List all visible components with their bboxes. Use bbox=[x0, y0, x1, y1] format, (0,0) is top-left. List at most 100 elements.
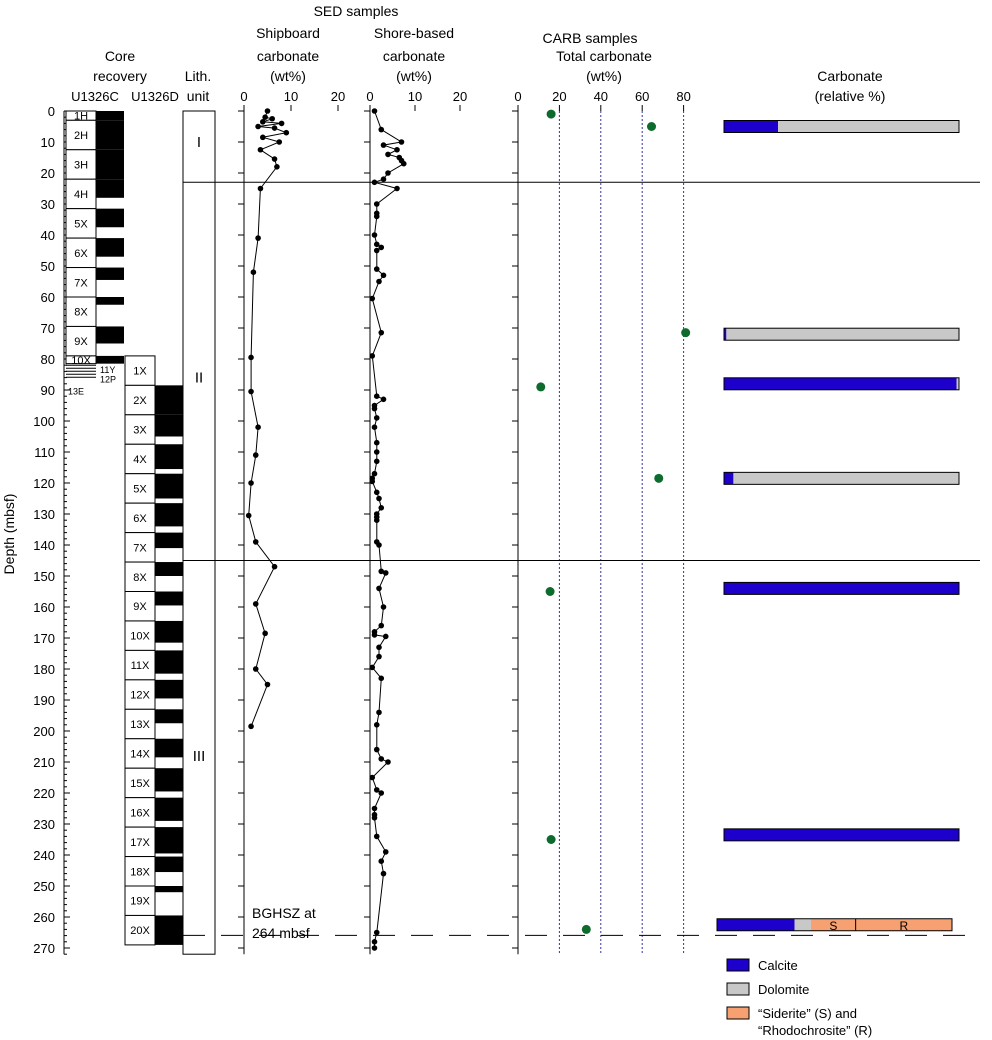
legend-label-siderite_rhodo: “Rhodochrosite” (R) bbox=[758, 1023, 872, 1038]
shore-point bbox=[373, 517, 380, 523]
depth-tick-label: 100 bbox=[33, 414, 55, 429]
calcite-segment bbox=[724, 828, 959, 841]
depth-axis-label: Depth (mbsf) bbox=[1, 494, 17, 575]
legend-swatch-calcite bbox=[726, 958, 750, 972]
recovery-bar bbox=[96, 149, 124, 180]
shore-point bbox=[378, 675, 385, 682]
core-label: 11X bbox=[131, 660, 150, 672]
shore-point bbox=[400, 160, 407, 167]
shore-point bbox=[369, 295, 376, 302]
core-box bbox=[124, 384, 156, 416]
depth-tick-label: 240 bbox=[33, 848, 55, 863]
core-label: 4X bbox=[133, 454, 147, 466]
core-box bbox=[124, 708, 156, 740]
core-label: 7X bbox=[74, 277, 88, 289]
x-tick-label: 80 bbox=[676, 89, 690, 104]
bghsz-label-1: BGHSZ at bbox=[252, 905, 316, 921]
shipboard-point bbox=[257, 185, 264, 192]
core-box bbox=[65, 267, 97, 298]
core-label: 6X bbox=[74, 248, 88, 260]
shipboard-point bbox=[255, 235, 261, 241]
recovery-bar bbox=[155, 915, 183, 945]
core-label: 10X bbox=[130, 631, 150, 643]
shipboard-point bbox=[271, 563, 278, 570]
shipboard-point bbox=[264, 681, 271, 688]
shore-point bbox=[382, 570, 389, 576]
shipboard-point bbox=[248, 723, 254, 730]
x-tick-label: 0 bbox=[366, 89, 373, 104]
shipboard-title-1: Shipboard bbox=[256, 25, 320, 41]
recovery-bar bbox=[155, 444, 183, 470]
shore-point bbox=[380, 272, 387, 279]
recovery-bar bbox=[155, 591, 183, 606]
shipboard-point bbox=[274, 164, 280, 170]
legend-label-calcite: Calcite bbox=[758, 958, 798, 973]
x-tick-label: 0 bbox=[240, 89, 247, 104]
relative-bar-outline bbox=[723, 581, 960, 595]
core-box bbox=[124, 414, 156, 445]
shore-point bbox=[371, 632, 378, 638]
shore-point bbox=[378, 756, 385, 762]
core-box bbox=[124, 355, 156, 386]
depth-tick-label: 0 bbox=[48, 104, 55, 119]
shore-point bbox=[373, 201, 380, 207]
shipboard-point bbox=[260, 134, 266, 141]
core-label: 2H bbox=[74, 130, 88, 142]
core-recovery-column: 1H 2H 3H 4H 5X 6X 7X 8X 9X 10X 1X 2X 3X 4X 5X 6X 7X 8X 9X 1… bbox=[65, 110, 183, 946]
shore-point bbox=[382, 633, 389, 640]
shore-point bbox=[378, 329, 385, 336]
core-box bbox=[65, 149, 97, 180]
x-tick-label: 20 bbox=[453, 89, 467, 104]
depth-tick-label: 90 bbox=[41, 383, 55, 398]
recovery-bar bbox=[155, 797, 183, 821]
recovery-bar bbox=[155, 385, 183, 415]
x-tick-label: 10 bbox=[284, 89, 298, 104]
shore-point bbox=[378, 858, 385, 864]
relative-bar-outline bbox=[723, 828, 960, 842]
recovery-bar bbox=[96, 355, 124, 364]
depth-tick-label: 30 bbox=[41, 197, 55, 212]
recovery-bar bbox=[155, 532, 183, 549]
shore-point bbox=[376, 709, 382, 716]
total-point bbox=[654, 473, 664, 483]
shore-point bbox=[373, 722, 380, 728]
core-label: 5X bbox=[133, 483, 147, 495]
sed-samples-title: SED samples bbox=[314, 3, 399, 19]
shipboard-title-2: carbonate bbox=[257, 48, 319, 64]
core-recovery-title-1: Core bbox=[105, 48, 136, 64]
calcite-segment bbox=[724, 377, 957, 390]
shipboard-point bbox=[278, 120, 285, 127]
depth-tick-label: 130 bbox=[33, 507, 55, 522]
recovery-bar bbox=[155, 886, 183, 893]
shipboard-point bbox=[252, 452, 259, 458]
depth-tick-label: 230 bbox=[33, 817, 55, 832]
shore-point bbox=[398, 139, 405, 145]
core-label: 10X bbox=[71, 355, 91, 367]
shore-point bbox=[369, 664, 376, 671]
shore-point bbox=[373, 489, 380, 496]
recovery-bar bbox=[96, 208, 124, 228]
relative-bar-outline bbox=[723, 471, 960, 485]
depth-tick-label: 70 bbox=[41, 321, 55, 336]
shore-point bbox=[373, 415, 380, 421]
shore-point bbox=[369, 478, 376, 485]
x-tick-label: 0 bbox=[514, 89, 521, 104]
core-label: 2X bbox=[133, 395, 147, 407]
depth-tick-label: 200 bbox=[33, 724, 55, 739]
depth-tick-label: 180 bbox=[33, 662, 55, 677]
shore-point bbox=[373, 787, 380, 793]
hole-c-label: U1326C bbox=[71, 89, 119, 104]
depth-tick-label: 140 bbox=[33, 538, 55, 553]
unit-boundaries bbox=[183, 181, 980, 936]
shore-point bbox=[380, 142, 387, 148]
core-box bbox=[124, 591, 156, 622]
core-label: 6X bbox=[133, 513, 147, 525]
total-point bbox=[546, 835, 556, 844]
shipboard-point bbox=[271, 125, 278, 131]
core-box bbox=[65, 178, 97, 210]
shore-point bbox=[373, 247, 380, 254]
recovery-bar bbox=[155, 650, 183, 674]
relative-title-1: Carbonate bbox=[817, 68, 883, 84]
